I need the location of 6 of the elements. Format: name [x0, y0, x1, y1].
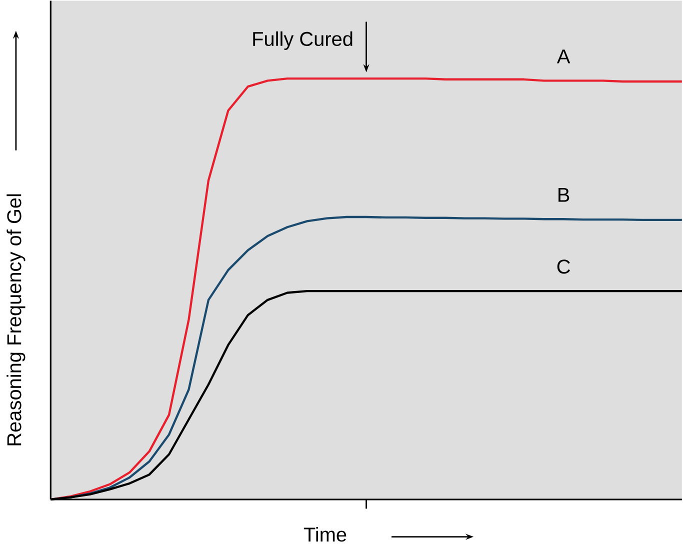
series-label: A — [556, 49, 570, 64]
series-label: B — [558, 188, 570, 202]
text: Fully Cured — [253, 31, 352, 50]
y-axis-title: Reasoning Frequency of Gel — [6, 194, 26, 446]
x-axis-title: Time — [304, 526, 346, 542]
series-label: C — [557, 259, 570, 274]
